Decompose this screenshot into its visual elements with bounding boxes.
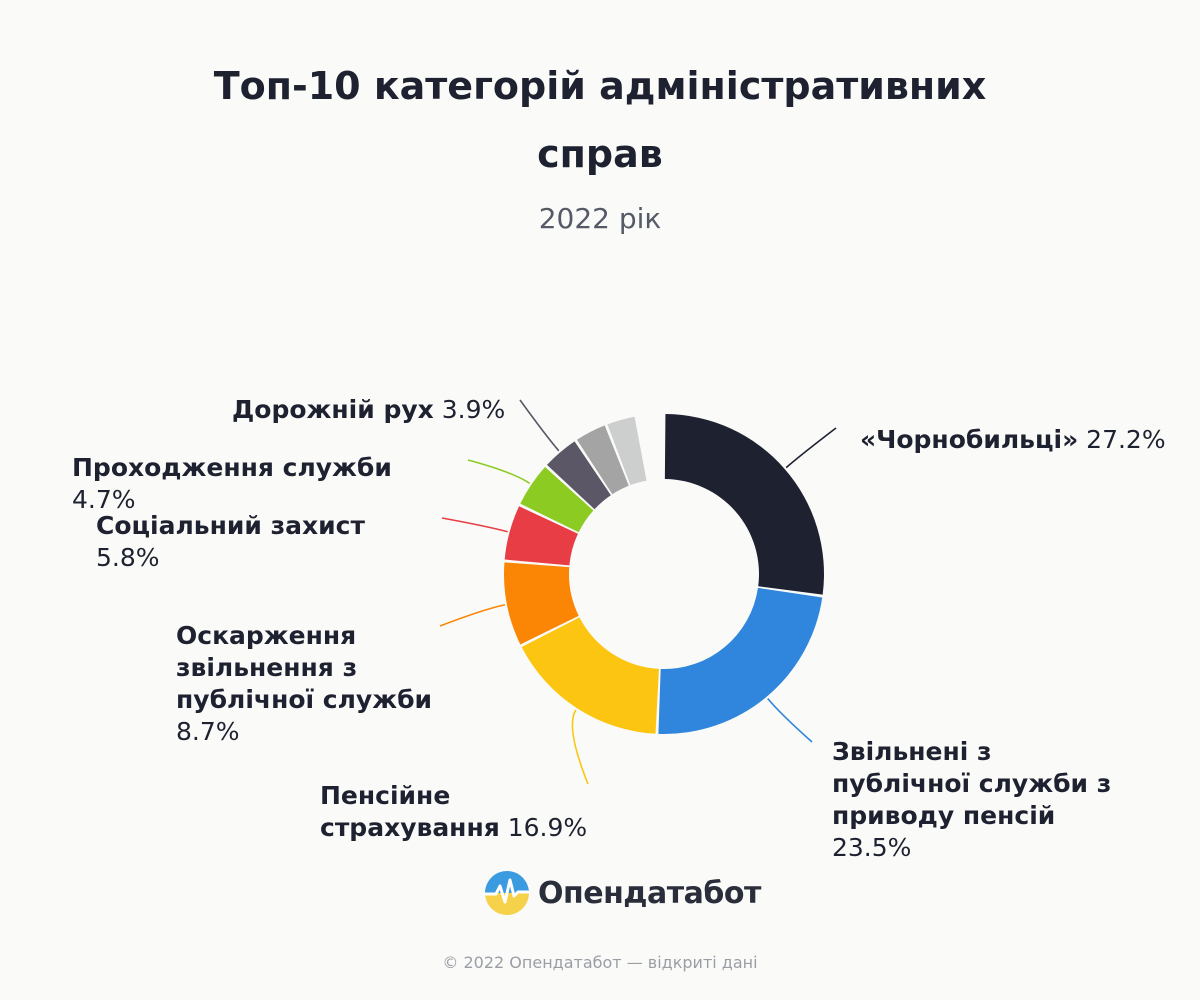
logo-text: Опендатабот	[538, 875, 761, 911]
chart-subtitle: 2022 рік	[538, 202, 662, 235]
slice-percent: 4.7%	[72, 485, 136, 514]
chart-title: Топ-10 категорій адміністративних справ	[213, 64, 987, 176]
slice-name: Проходження служби	[72, 453, 392, 482]
leader-line-pension-insurance	[571, 709, 589, 785]
slice-percent: 27.2%	[1086, 425, 1166, 454]
slice-label-dismissal-appeal: Оскарження звільнення з публічної служби…	[176, 620, 436, 748]
footer-note: © 2022 Опендатабот — відкриті дані	[442, 953, 758, 972]
slice-name: Дорожній рух	[232, 395, 434, 424]
donut-slice-social-protection	[504, 506, 578, 566]
slice-name: «Чорнобильці»	[860, 425, 1079, 454]
slice-percent: 5.8%	[96, 543, 160, 572]
slice-percent: 8.7%	[176, 717, 240, 746]
donut-slice-road-traffic	[546, 441, 611, 510]
leader-line-dismissal-appeal	[439, 604, 506, 627]
slice-label-chornobyltsi: «Чорнобильці» 27.2%	[860, 424, 1180, 456]
donut-slice-service	[520, 467, 594, 533]
donut-slice-pension-insurance	[521, 617, 659, 734]
slice-label-road-traffic: Дорожній рух 3.9%	[232, 394, 512, 426]
donut-slice-other-1	[576, 425, 629, 495]
donut-slice-pension-dismissed	[658, 587, 823, 734]
slice-name: Звільнені з публічної служби з приводу п…	[832, 737, 1112, 830]
leader-line-road-traffic	[519, 399, 560, 452]
slice-percent: 3.9%	[441, 395, 506, 424]
leader-line-pension-dismissed	[767, 697, 813, 743]
donut-slice-dismissal-appeal	[504, 562, 579, 645]
brand-logo: Опендатабот	[484, 868, 761, 918]
slice-label-social-protection: Соціальний захист 5.8%	[96, 510, 436, 574]
slice-label-pension-insurance: Пенсійне страхування 16.9%	[320, 780, 600, 844]
slice-name: Оскарження звільнення з публічної служби	[176, 621, 433, 714]
slice-percent: 16.9%	[507, 813, 588, 842]
leader-line-social-protection	[441, 517, 508, 533]
slice-name: Соціальний захист	[96, 511, 365, 540]
leader-line-chornobyltsi	[785, 427, 837, 469]
leader-line-service	[467, 459, 531, 485]
slice-percent: 23.5%	[832, 833, 912, 862]
slice-label-service: Проходження служби 4.7%	[72, 452, 462, 516]
donut-slice-chornobyltsi	[664, 414, 824, 595]
slice-name: Пенсійне страхування	[320, 781, 500, 842]
donut-slice-other-2	[607, 416, 647, 486]
slice-label-pension-dismissed: Звільнені з публічної служби з приводу п…	[832, 736, 1132, 864]
opendatabot-logo-icon	[485, 871, 529, 915]
